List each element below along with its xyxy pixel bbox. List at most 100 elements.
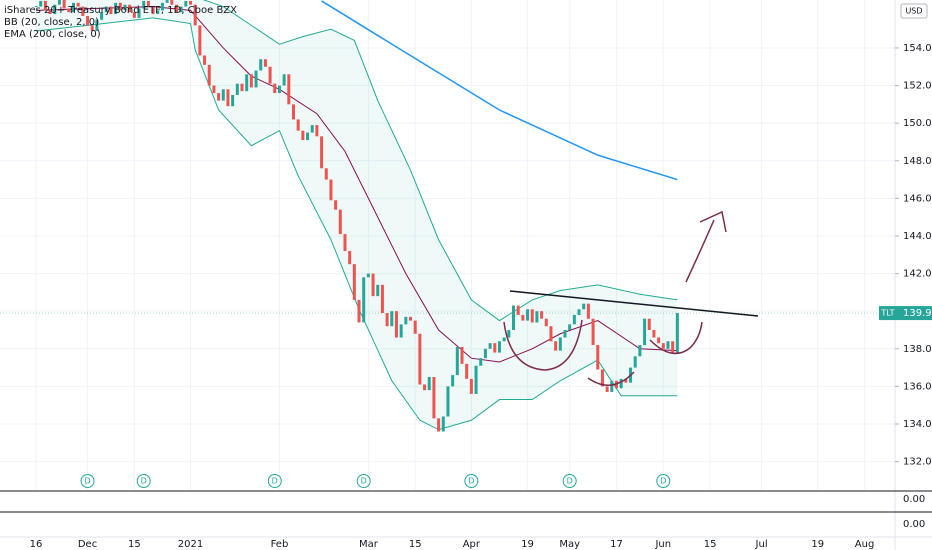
candle — [109, 6, 113, 15]
dividend-marker — [356, 474, 371, 488]
indicator-label: BB (20, close, 2, 0) — [4, 17, 99, 28]
candle — [184, 0, 188, 7]
candle — [324, 168, 328, 180]
dividend-marker — [136, 474, 151, 488]
candle — [572, 314, 576, 325]
candle — [540, 311, 544, 319]
candle — [100, 12, 104, 20]
y-tick-label: 142.00 — [903, 269, 932, 280]
candle — [512, 305, 516, 330]
candle — [198, 25, 202, 56]
candle — [114, 2, 118, 15]
candle — [493, 343, 497, 353]
candle — [277, 85, 281, 94]
candle — [231, 94, 235, 107]
candle — [301, 130, 305, 141]
candle — [174, 4, 178, 13]
candle — [409, 316, 413, 321]
x-tick-label: 17 — [610, 539, 623, 550]
arrow — [685, 210, 727, 283]
candle — [189, 0, 193, 5]
candle — [254, 70, 258, 88]
candle — [460, 346, 464, 364]
candle — [497, 341, 501, 353]
candle — [465, 363, 469, 379]
x-tick-label: Feb — [271, 539, 289, 550]
candle — [647, 318, 651, 330]
candle — [437, 418, 441, 432]
x-tick-label: Apr — [463, 539, 481, 550]
cup-left — [503, 319, 583, 371]
x-tick-label: May — [559, 539, 580, 550]
candle — [643, 318, 647, 346]
dividend-label: D — [660, 477, 666, 486]
y-tick-label: 154.00 — [903, 43, 932, 54]
dividend-marker — [562, 474, 577, 488]
candle — [600, 369, 604, 387]
candle — [57, 0, 61, 5]
y-tick-label: 144.00 — [903, 231, 932, 242]
candle — [334, 200, 338, 210]
candle — [86, 15, 90, 26]
x-tick-label: Aug — [855, 539, 875, 550]
dividend-label: D — [361, 477, 367, 486]
y-tick-label: 132.00 — [903, 457, 932, 468]
x-tick-label: 19 — [811, 539, 824, 550]
candle — [357, 299, 361, 323]
candle — [156, 10, 160, 15]
x-tick-label: Dec — [78, 539, 97, 550]
candle — [39, 0, 43, 7]
candle — [170, 0, 174, 5]
candle — [521, 314, 525, 321]
candle — [268, 66, 272, 84]
candle — [469, 378, 473, 394]
candle — [610, 380, 614, 393]
y-tick-label: 152.00 — [903, 81, 932, 92]
candle — [376, 284, 380, 297]
candle — [259, 59, 263, 71]
candle — [352, 264, 356, 300]
candle — [502, 337, 506, 342]
dividend-marker — [80, 474, 95, 488]
candle — [81, 6, 85, 16]
candle — [249, 74, 253, 88]
candle — [315, 125, 319, 137]
candle — [516, 305, 520, 315]
symbol-label: TLT — [880, 309, 894, 318]
candle — [671, 341, 675, 353]
candle — [263, 59, 267, 67]
candle — [394, 311, 398, 338]
candle — [137, 8, 141, 18]
x-tick-label: 15 — [409, 539, 422, 550]
candle — [582, 303, 586, 310]
x-tick-label: Mar — [359, 539, 379, 550]
candle — [193, 4, 197, 26]
candle — [95, 19, 99, 32]
candle — [675, 313, 679, 353]
candle — [90, 25, 94, 32]
candle — [282, 74, 286, 86]
candle — [245, 74, 249, 92]
candle — [488, 343, 492, 349]
candle — [633, 356, 637, 368]
candle — [118, 2, 122, 11]
candle — [329, 179, 333, 201]
candle — [399, 324, 403, 338]
candle — [385, 313, 389, 327]
dividend-marker — [656, 474, 671, 488]
legend: iShares 20+ Treasury Bond ETF, 1D, Cboe … — [4, 5, 237, 40]
candle — [432, 376, 436, 419]
candle — [507, 329, 511, 338]
candle — [390, 311, 394, 327]
candle — [657, 337, 661, 344]
candle — [544, 318, 548, 327]
candle — [446, 386, 450, 417]
currency-box[interactable] — [900, 3, 928, 19]
x-tick-label: Jul — [755, 539, 768, 550]
candle — [310, 125, 314, 133]
cup-middle — [587, 371, 635, 386]
candle — [348, 251, 352, 265]
pane-tick-label: 0.00 — [903, 519, 925, 530]
candle — [320, 136, 324, 169]
